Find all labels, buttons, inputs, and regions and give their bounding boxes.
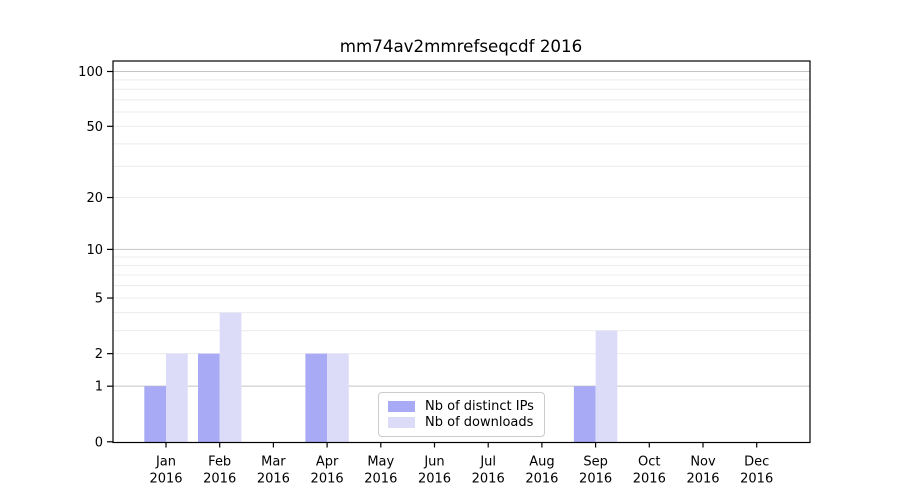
bar-downloads: [595, 330, 618, 443]
bars-group: [144, 312, 618, 443]
x-tick-label-month: Jul: [479, 455, 496, 470]
y-tick-label: 20: [86, 191, 103, 206]
x-tick-label-year: 2016: [257, 472, 290, 487]
y-tick-label: 1: [95, 380, 103, 395]
bar-distinct-ips: [573, 386, 596, 443]
legend-item-downloads: Nb of downloads: [388, 416, 535, 429]
bar-distinct-ips: [198, 353, 220, 443]
x-tick-label-year: 2016: [525, 472, 558, 487]
x-tick-label-month: May: [367, 455, 394, 470]
x-tick-label-month: Mar: [261, 455, 286, 470]
x-tick-label-month: Jun: [423, 455, 444, 470]
axes-spines: [112, 60, 811, 444]
x-tick-label-year: 2016: [149, 472, 182, 487]
minor-gridlines: [113, 79, 810, 355]
y-axis-ticks: 0 1 2 5 10 20 50 100: [78, 65, 113, 450]
bar-downloads: [327, 353, 349, 443]
legend-swatch-distinct-ips: [388, 400, 415, 412]
x-tick-label-year: 2016: [740, 472, 773, 487]
x-tick-label-month: Dec: [744, 455, 769, 470]
x-axis-ticks: Jan 2016 Feb 2016 Mar 2016 Apr 2016 May 2016 Jun 20…: [149, 442, 773, 487]
x-tick-label-month: Aug: [529, 455, 554, 470]
plot-border: [112, 60, 811, 444]
legend-swatch-downloads: [388, 417, 415, 429]
legend-label-distinct-ips: Nb of distinct IPs: [425, 398, 534, 414]
x-tick-label-year: 2016: [472, 472, 505, 487]
bar-downloads: [219, 312, 242, 443]
x-tick-label-month: Apr: [316, 455, 339, 470]
y-tick-label: 2: [95, 347, 103, 362]
x-tick-label-month: Sep: [583, 455, 608, 470]
y-tick-label: 10: [86, 243, 103, 258]
x-tick-label-year: 2016: [418, 472, 451, 487]
bar-distinct-ips: [144, 386, 166, 443]
major-gridlines: [113, 71, 810, 387]
x-tick-label-year: 2016: [311, 472, 344, 487]
y-tick-label: 100: [78, 65, 103, 80]
y-tick-label: 5: [95, 292, 103, 307]
y-tick-label: 0: [95, 435, 103, 450]
x-tick-label-month: Feb: [208, 455, 231, 470]
x-tick-label-year: 2016: [364, 472, 397, 487]
legend: Nb of distinct IPs Nb of downloads: [378, 392, 545, 437]
bar-distinct-ips: [305, 353, 328, 443]
x-tick-label-year: 2016: [686, 472, 719, 487]
x-tick-label-year: 2016: [203, 472, 236, 487]
y-tick-label: 50: [86, 120, 103, 135]
x-tick-label-year: 2016: [633, 472, 666, 487]
legend-item-distinct-ips: Nb of distinct IPs: [388, 400, 535, 413]
chart-title: mm74av2mmrefseqcdf 2016: [340, 36, 583, 56]
bar-downloads: [166, 353, 188, 443]
x-tick-label-month: Jan: [155, 455, 176, 470]
x-tick-label-year: 2016: [579, 472, 612, 487]
legend-label-downloads: Nb of downloads: [425, 415, 534, 431]
x-tick-label-month: Nov: [690, 455, 716, 470]
x-tick-label-month: Oct: [638, 455, 660, 470]
